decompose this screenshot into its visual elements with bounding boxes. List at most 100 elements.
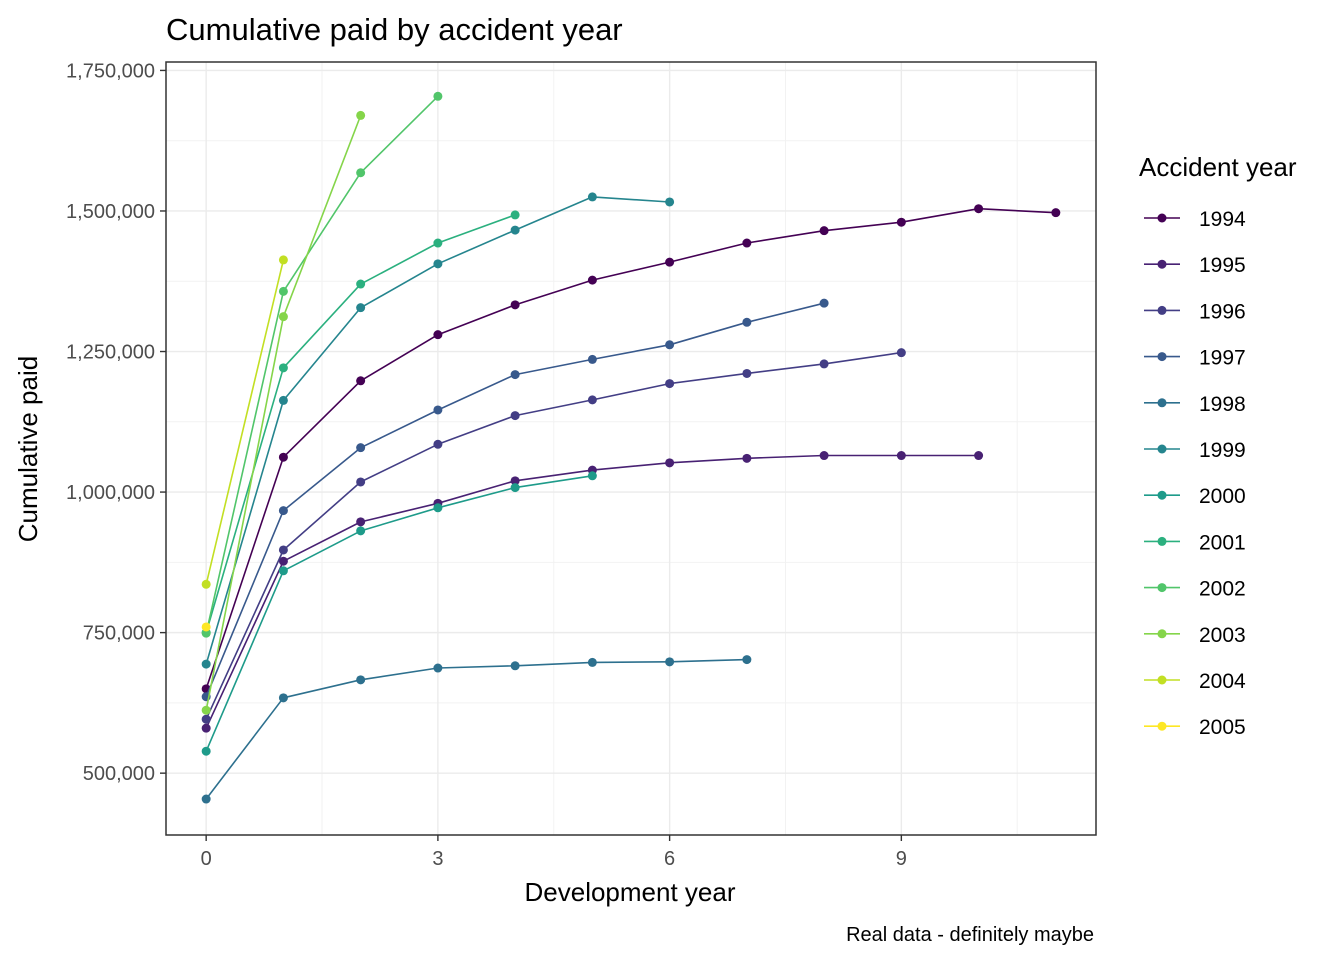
- legend-item-1997: 1997: [1144, 347, 1246, 370]
- legend-key-point: [1157, 444, 1167, 454]
- data-point-1997: [587, 354, 597, 364]
- legend-key-point: [1157, 536, 1167, 546]
- data-point-1997: [819, 298, 829, 308]
- series-line-2002: [205, 95, 439, 634]
- legend-label: 2003: [1199, 624, 1246, 647]
- legend-item-1999: 1999: [1144, 439, 1246, 462]
- data-point-1996: [433, 439, 443, 449]
- data-point-1996: [510, 411, 520, 421]
- y-tick-label: 1,500,000: [66, 201, 155, 223]
- data-point-1996: [201, 714, 211, 724]
- y-tick-label: 750,000: [83, 623, 155, 645]
- data-point-1999: [278, 395, 288, 405]
- x-tick-label: 0: [201, 848, 212, 870]
- y-tick-label: 1,000,000: [66, 482, 155, 504]
- series-2000: [201, 471, 597, 756]
- y-axis-ticks: 500,000 750,000 1,000,000 1,250,000 1,500,00…: [66, 60, 166, 785]
- series-2001: [201, 210, 520, 638]
- data-point-1996: [587, 395, 597, 405]
- series-line-1996: [205, 351, 902, 720]
- data-point-2004: [201, 579, 211, 589]
- data-point-2001: [510, 210, 520, 220]
- data-point-1996: [356, 477, 366, 487]
- legend-item-2003: 2003: [1144, 624, 1246, 647]
- y-tick-label: 1,250,000: [66, 342, 155, 364]
- data-point-1994: [665, 257, 675, 267]
- x-tick-label: 6: [664, 848, 675, 870]
- y-axis-title: Cumulative paid: [13, 356, 43, 542]
- data-point-2003: [278, 312, 288, 322]
- series-line-1998: [205, 658, 747, 800]
- legend-item-2001: 2001: [1144, 531, 1246, 554]
- legend-key-point: [1157, 305, 1167, 315]
- data-point-1996: [278, 545, 288, 555]
- data-point-1994: [742, 238, 752, 248]
- data-point-1997: [356, 443, 366, 453]
- data-point-1998: [742, 655, 752, 665]
- data-point-2000: [356, 526, 366, 536]
- legend-key-point: [1157, 629, 1167, 639]
- minor-gridlines: [166, 62, 1096, 835]
- series-1996: [201, 348, 906, 724]
- data-point-1996: [742, 368, 752, 378]
- series-1997: [201, 298, 829, 702]
- legend-key-point: [1157, 213, 1167, 223]
- data-point-1994: [587, 275, 597, 285]
- data-point-1995: [742, 453, 752, 463]
- data-point-1999: [433, 259, 443, 269]
- data-point-1997: [665, 340, 675, 350]
- legend-label: 2004: [1199, 670, 1246, 693]
- data-point-2001: [356, 279, 366, 289]
- series-2003: [201, 110, 366, 715]
- legend-key-point: [1157, 583, 1167, 593]
- legend-label: 2002: [1199, 578, 1246, 601]
- data-point-2004: [278, 255, 288, 265]
- data-point-2001: [278, 363, 288, 373]
- data-point-1998: [278, 693, 288, 703]
- legend-label: 1994: [1199, 208, 1246, 231]
- legend-label: 2005: [1199, 716, 1246, 739]
- data-point-2003: [201, 705, 211, 715]
- data-point-1999: [665, 197, 675, 207]
- data-point-1999: [587, 192, 597, 202]
- x-tick-label: 9: [896, 848, 907, 870]
- data-point-2001: [433, 238, 443, 248]
- legend-key-point: [1157, 490, 1167, 500]
- data-point-1995: [278, 556, 288, 566]
- data-point-2005: [201, 622, 211, 632]
- legend-label: 1996: [1199, 300, 1246, 323]
- legend-label: 1997: [1199, 347, 1246, 370]
- data-point-2002: [278, 286, 288, 296]
- legend-label: 2000: [1199, 485, 1246, 508]
- data-point-1994: [896, 217, 906, 227]
- chart-caption: Real data - definitely maybe: [846, 924, 1094, 946]
- series-line-2000: [205, 475, 593, 752]
- legend-label: 1999: [1199, 439, 1246, 462]
- data-point-1999: [356, 303, 366, 313]
- legend-item-1995: 1995: [1144, 254, 1246, 277]
- y-tick-label: 500,000: [83, 763, 155, 785]
- data-point-2002: [201, 628, 211, 638]
- legend-title: Accident year: [1139, 152, 1297, 182]
- data-point-1995: [974, 451, 984, 461]
- data-point-1996: [819, 359, 829, 369]
- data-point-1994: [433, 330, 443, 340]
- data-point-1998: [201, 794, 211, 804]
- data-point-1994: [278, 452, 288, 462]
- legend-item-2004: 2004: [1144, 670, 1246, 693]
- series-line-1994: [205, 207, 1056, 690]
- series-2002: [201, 91, 443, 638]
- legend-label: 1998: [1199, 393, 1246, 416]
- series-line-1997: [205, 302, 825, 698]
- legend-key-point: [1157, 675, 1167, 685]
- data-point-1997: [278, 506, 288, 516]
- data-point-1996: [665, 379, 675, 389]
- legend-label: 2001: [1199, 531, 1246, 554]
- data-point-1995: [201, 723, 211, 733]
- y-tick-label: 1,750,000: [66, 60, 155, 82]
- data-point-1995: [510, 476, 520, 486]
- series-1995: [201, 451, 984, 733]
- x-axis-ticks: 0 3 6 9: [201, 835, 907, 870]
- data-point-1999: [201, 659, 211, 669]
- data-point-1995: [665, 458, 675, 468]
